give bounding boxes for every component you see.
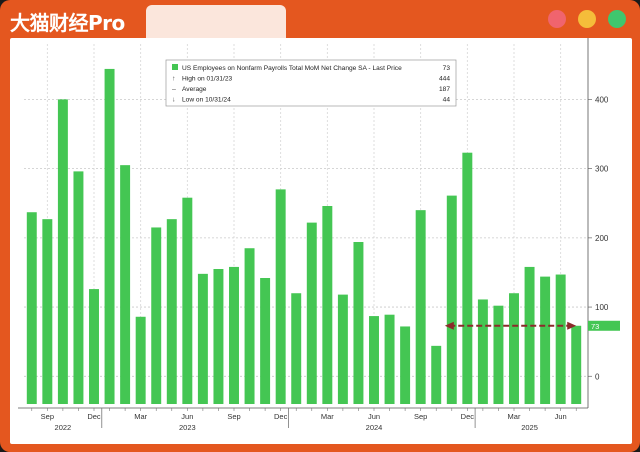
legend-high-icon: ↑ xyxy=(172,76,176,83)
bar xyxy=(337,294,348,404)
bar xyxy=(462,152,473,404)
legend-low-icon: ↓ xyxy=(172,97,176,104)
legend-value: 73 xyxy=(443,65,451,72)
x-tick-label: Jun xyxy=(555,412,567,421)
x-tick-label: Dec xyxy=(461,412,475,421)
y-tick-label: 0 xyxy=(595,372,600,381)
minimize-window-button[interactable] xyxy=(578,10,596,28)
x-tick-label: Sep xyxy=(414,412,427,421)
y-tick-label: 200 xyxy=(595,234,609,243)
x-tick-label: Dec xyxy=(274,412,288,421)
last-value-label: 73 xyxy=(591,322,599,331)
bar xyxy=(555,274,566,404)
bar xyxy=(57,99,68,404)
legend-average-icon: – xyxy=(172,86,176,93)
legend-value: 444 xyxy=(439,76,450,83)
bar xyxy=(415,210,426,404)
bar xyxy=(135,316,146,404)
maximize-window-button[interactable] xyxy=(608,10,626,28)
bar xyxy=(540,276,551,404)
x-tick-label: Mar xyxy=(508,412,521,421)
x-tick-label: Sep xyxy=(41,412,54,421)
bar xyxy=(275,189,286,404)
bar xyxy=(524,266,535,404)
x-tick-label: Jun xyxy=(368,412,380,421)
x-tick-label: Dec xyxy=(87,412,101,421)
arrow-head xyxy=(444,321,454,330)
legend-value: 44 xyxy=(443,97,451,104)
bar xyxy=(244,248,255,404)
bar xyxy=(509,293,519,404)
bar xyxy=(229,266,239,404)
title-tab[interactable] xyxy=(146,5,286,39)
legend-label: High on 01/31/23 xyxy=(182,76,233,83)
bar xyxy=(353,242,364,404)
year-label: 2025 xyxy=(521,423,538,432)
bar xyxy=(306,222,317,404)
bar xyxy=(431,345,442,404)
bars xyxy=(26,68,582,404)
last-price-arrow xyxy=(444,321,577,330)
bar xyxy=(213,269,224,404)
legend-swatch xyxy=(172,64,178,70)
brand-logo: 大猫财经Pro xyxy=(10,11,125,35)
axes: 0 100 200 300 400 Sep Dec Mar Jun Sep Dec Mar Jun Sep… xyxy=(18,38,620,432)
bar xyxy=(120,165,131,404)
bar xyxy=(197,273,208,404)
bar xyxy=(571,325,582,404)
bar xyxy=(166,219,177,404)
y-tick-label: 400 xyxy=(595,95,609,104)
year-label: 2022 xyxy=(55,423,72,432)
year-label: 2024 xyxy=(366,423,383,432)
bar xyxy=(322,206,333,404)
x-tick-label: Sep xyxy=(227,412,240,421)
bar xyxy=(73,171,84,404)
bar xyxy=(260,278,271,404)
bar xyxy=(151,227,162,404)
x-tick-label: Mar xyxy=(321,412,334,421)
bar xyxy=(89,289,99,404)
legend: US Employees on Nonfarm Payrolls Total M… xyxy=(165,59,457,107)
bar xyxy=(182,197,193,404)
bar xyxy=(493,305,504,404)
x-tick-label: Mar xyxy=(134,412,147,421)
bar xyxy=(400,326,411,404)
bar xyxy=(291,293,302,404)
bar xyxy=(369,316,379,404)
bar xyxy=(104,68,115,404)
y-tick-label: 300 xyxy=(595,165,609,174)
x-tick-label: Jun xyxy=(181,412,193,421)
legend-value: 187 xyxy=(439,86,450,93)
bar xyxy=(26,212,37,404)
chart-panel: 0 100 200 300 400 Sep Dec Mar Jun Sep Dec Mar Jun Sep… xyxy=(10,38,632,444)
last-value-tag xyxy=(588,320,620,331)
bar xyxy=(477,299,488,404)
arrow-tail-head xyxy=(567,321,577,330)
nonfarm-payrolls-chart: 0 100 200 300 400 Sep Dec Mar Jun Sep Dec Mar Jun Sep… xyxy=(18,38,620,432)
y-tick-label: 100 xyxy=(595,303,609,312)
year-label: 2023 xyxy=(179,423,196,432)
legend-box xyxy=(165,59,457,107)
legend-label: Low on 10/31/24 xyxy=(182,97,231,104)
bar xyxy=(42,219,53,404)
legend-label: US Employees on Nonfarm Payrolls Total M… xyxy=(182,65,402,72)
legend-label: Average xyxy=(182,86,207,93)
close-window-button[interactable] xyxy=(548,10,566,28)
bar xyxy=(384,314,395,404)
bar xyxy=(446,195,457,404)
